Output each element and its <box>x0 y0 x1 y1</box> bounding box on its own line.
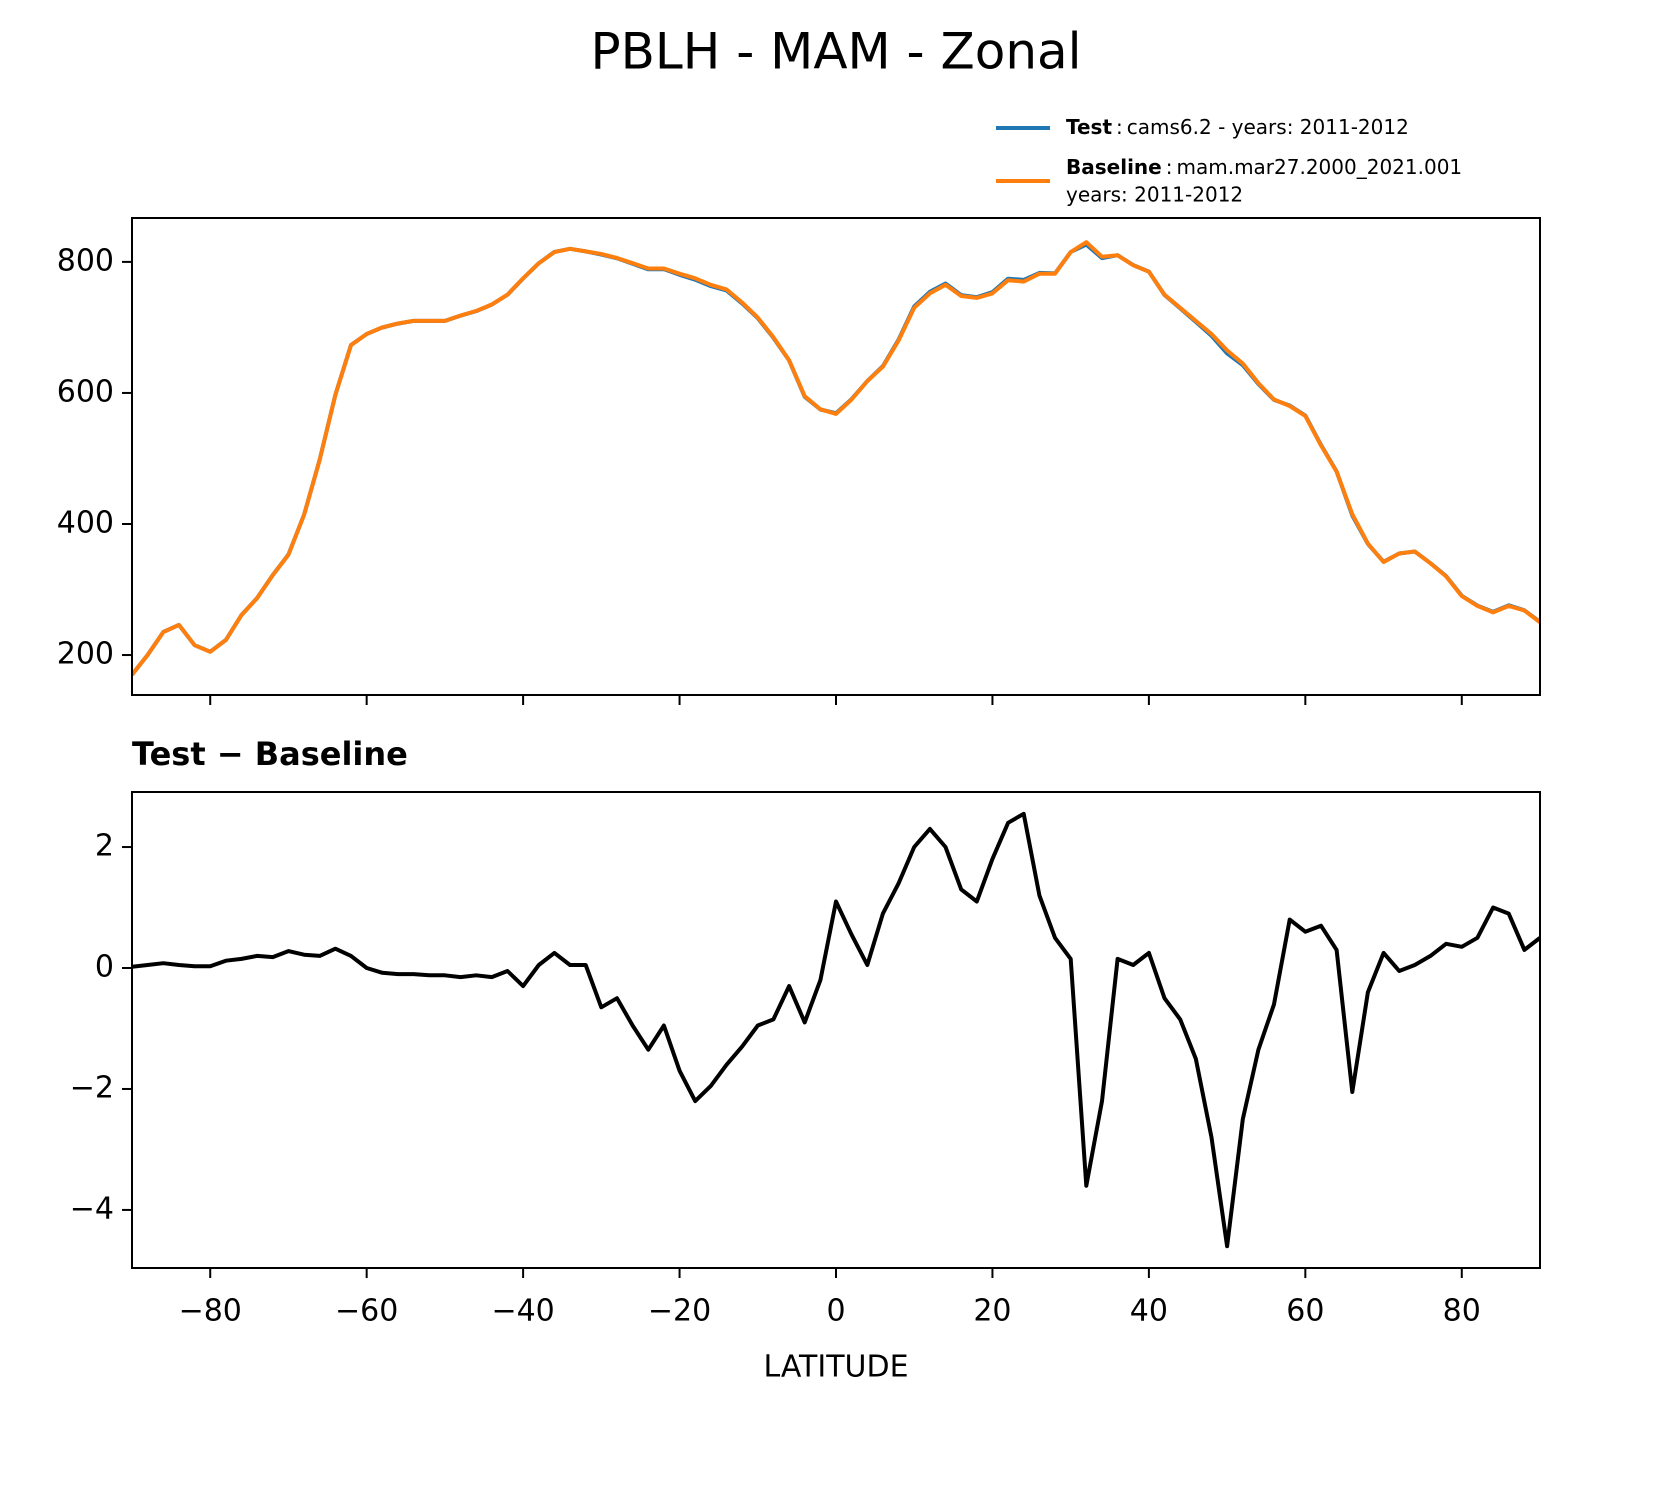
legend-sep: : <box>1116 115 1123 139</box>
data-line <box>132 811 1540 1249</box>
axes-title: Test − Baseline <box>132 735 408 773</box>
legend-name: Baseline <box>1066 155 1162 179</box>
legend-label: Test: cams6.2 - years: 2011-2012 <box>1066 115 1409 139</box>
axes-frame <box>131 791 1541 1269</box>
x-tick-label: 60 <box>1286 1294 1324 1329</box>
legend-desc: cams6.2 - years: 2011-2012 <box>1127 115 1409 139</box>
x-axis-label: LATITUDE <box>763 1350 908 1385</box>
x-tick-label: −60 <box>335 1294 398 1329</box>
axes-frame <box>131 217 1541 696</box>
y-tick-label: −4 <box>70 1191 114 1226</box>
x-tick-label: −80 <box>179 1294 242 1329</box>
legend-sep: : <box>1166 155 1173 179</box>
data-line <box>132 240 1540 676</box>
y-tick-label: 0 <box>95 950 114 985</box>
figure-title: PBLH - MAM - Zonal <box>590 23 1081 81</box>
x-tick-label: 80 <box>1443 1294 1481 1329</box>
legend-desc: mam.mar27.2000_2021.001 <box>1176 155 1462 179</box>
y-tick-label: 2 <box>95 829 114 864</box>
y-tick-label: 400 <box>57 505 114 540</box>
x-tick-label: −20 <box>648 1294 711 1329</box>
y-tick-label: 800 <box>57 243 114 278</box>
y-tick-label: 600 <box>57 374 114 409</box>
y-tick-label: 200 <box>57 637 114 672</box>
x-tick-label: 0 <box>826 1294 845 1329</box>
x-tick-label: 40 <box>1130 1294 1168 1329</box>
legend-name: Test <box>1066 115 1112 139</box>
x-tick-label: 20 <box>973 1294 1011 1329</box>
x-tick-label: −40 <box>491 1294 554 1329</box>
y-tick-label: −2 <box>70 1070 114 1105</box>
legend-label: Baseline: mam.mar27.2000_2021.001 <box>1066 155 1462 179</box>
legend-label-line: years: 2011-2012 <box>1066 183 1243 207</box>
